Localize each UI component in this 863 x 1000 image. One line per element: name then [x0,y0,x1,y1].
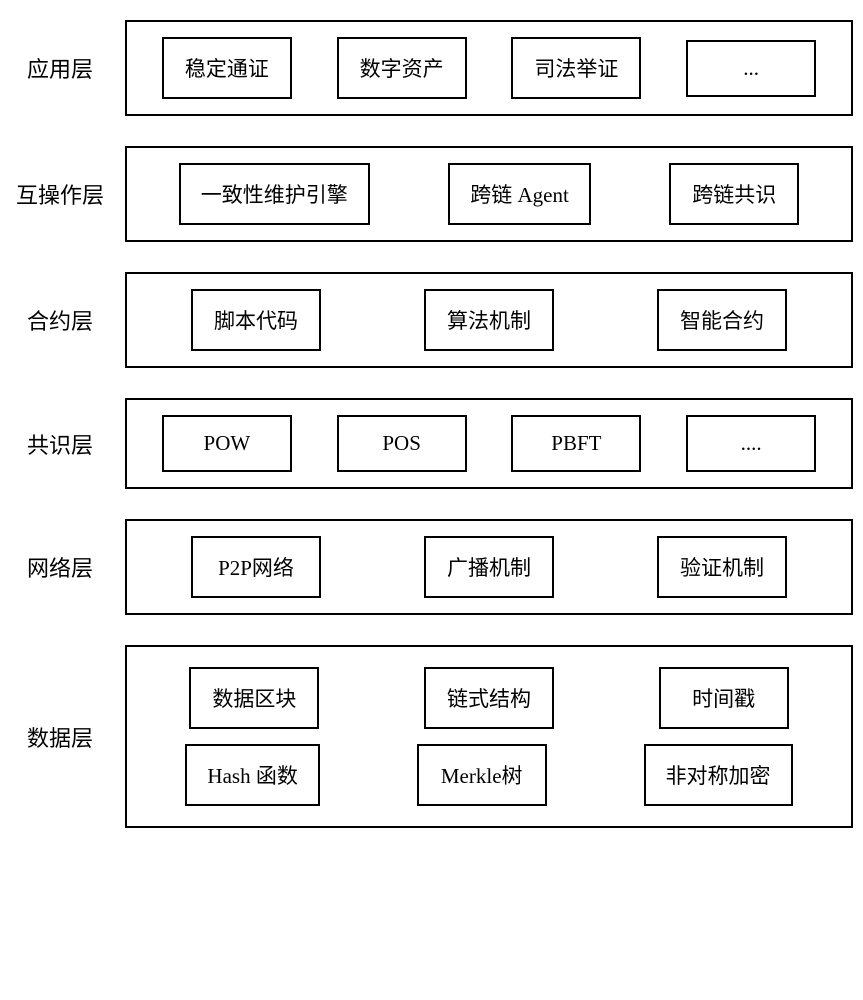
item-box: POS [337,415,467,472]
item-box: 链式结构 [424,667,554,729]
layer-box: 数据区块 链式结构 时间戳 Hash 函数 Merkle树 非对称加密 [125,645,853,828]
layer-label: 网络层 [10,551,110,583]
layer-application: 应用层 稳定通证 数字资产 司法举证 ... [10,20,853,116]
layer-box: 稳定通证 数字资产 司法举证 ... [125,20,853,116]
item-box: Hash 函数 [185,744,319,806]
item-row: 数据区块 链式结构 时间戳 [147,667,831,729]
item-box: 稳定通证 [162,37,292,99]
item-box: 广播机制 [424,536,554,598]
layer-consensus: 共识层 POW POS PBFT .... [10,398,853,489]
item-box: 跨链共识 [669,163,799,225]
item-box: Merkle树 [417,744,547,806]
item-box: 验证机制 [657,536,787,598]
layer-box: 脚本代码 算法机制 智能合约 [125,272,853,368]
layer-box: POW POS PBFT .... [125,398,853,489]
item-box: 司法举证 [511,37,641,99]
architecture-diagram: 应用层 稳定通证 数字资产 司法举证 ... 互操作层 一致性维护引擎 跨链 A… [10,20,853,828]
layer-label: 数据层 [10,721,110,753]
item-box: 时间戳 [659,667,789,729]
item-box: 算法机制 [424,289,554,351]
item-box: 数字资产 [337,37,467,99]
layer-data: 数据层 数据区块 链式结构 时间戳 Hash 函数 Merkle树 非对称加密 [10,645,853,828]
item-box: 跨链 Agent [448,163,591,225]
item-box: P2P网络 [191,536,321,598]
item-box: PBFT [511,415,641,472]
layer-label: 应用层 [10,52,110,84]
layer-label: 合约层 [10,304,110,336]
item-row: Hash 函数 Merkle树 非对称加密 [147,744,831,806]
layer-contract: 合约层 脚本代码 算法机制 智能合约 [10,272,853,368]
item-box: 智能合约 [657,289,787,351]
item-box: .... [686,415,816,472]
layer-network: 网络层 P2P网络 广播机制 验证机制 [10,519,853,615]
layer-interop: 互操作层 一致性维护引擎 跨链 Agent 跨链共识 [10,146,853,242]
item-box: ... [686,40,816,97]
item-box: 脚本代码 [191,289,321,351]
layer-label: 共识层 [10,428,110,460]
item-box: 非对称加密 [644,744,793,806]
layer-box: 一致性维护引擎 跨链 Agent 跨链共识 [125,146,853,242]
item-box: 数据区块 [189,667,319,729]
layer-label: 互操作层 [10,178,110,210]
item-box: 一致性维护引擎 [179,163,370,225]
layer-box: P2P网络 广播机制 验证机制 [125,519,853,615]
item-box: POW [162,415,292,472]
